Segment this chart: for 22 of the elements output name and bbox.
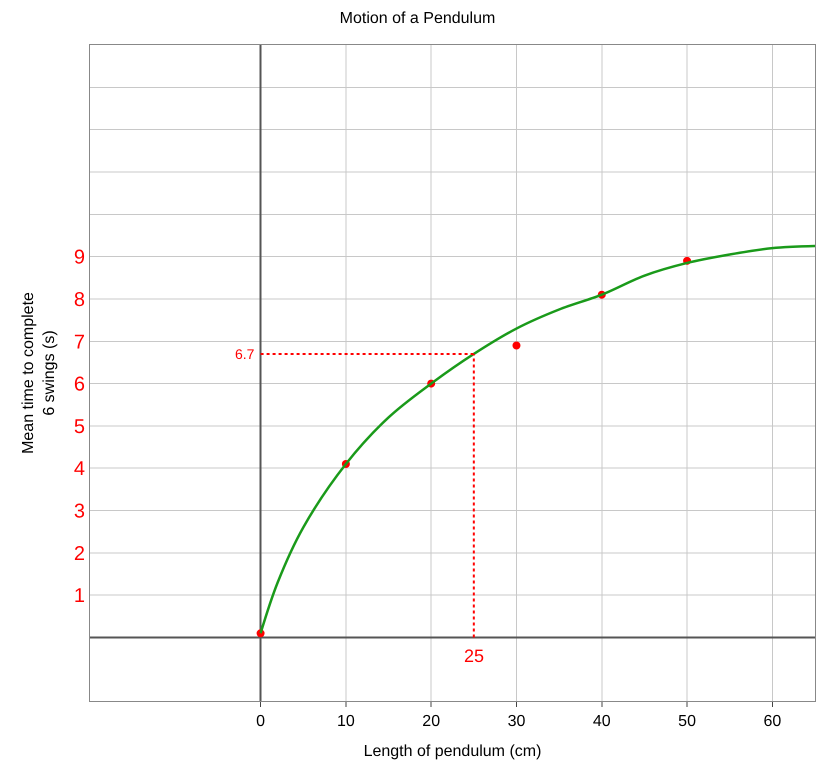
- y-tick-label: 1: [74, 585, 85, 608]
- y-tick-label: 6: [74, 374, 85, 396]
- y-axis-title: Mean time to complete 6 swings (s): [20, 292, 58, 454]
- y-tick-label: 5: [74, 416, 85, 438]
- x-axis-title: Length of pendulum (cm): [364, 742, 542, 760]
- x-tick-label: 20: [422, 713, 440, 730]
- x-tick-label: 50: [678, 713, 696, 730]
- x-tick-label: 40: [592, 713, 611, 730]
- y-tick-label: 9: [74, 246, 85, 269]
- y-tick-label: 3: [74, 500, 85, 523]
- y-tick-label: 2: [74, 542, 85, 565]
- x-tick-label: 0: [256, 713, 266, 730]
- point: [512, 341, 520, 350]
- ref-line-label: 25: [464, 646, 484, 666]
- y-tick-label: 8: [74, 288, 85, 311]
- y-tick-label: 4: [74, 458, 85, 480]
- chart-title: Motion of a Pendulum: [340, 10, 496, 27]
- x-tick-label: 60: [763, 713, 782, 730]
- ref-line-label: 6.7: [235, 346, 255, 362]
- y-tick-label: 7: [74, 331, 85, 354]
- x-tick-label: 10: [336, 713, 355, 730]
- x-tick-label: 30: [508, 713, 526, 730]
